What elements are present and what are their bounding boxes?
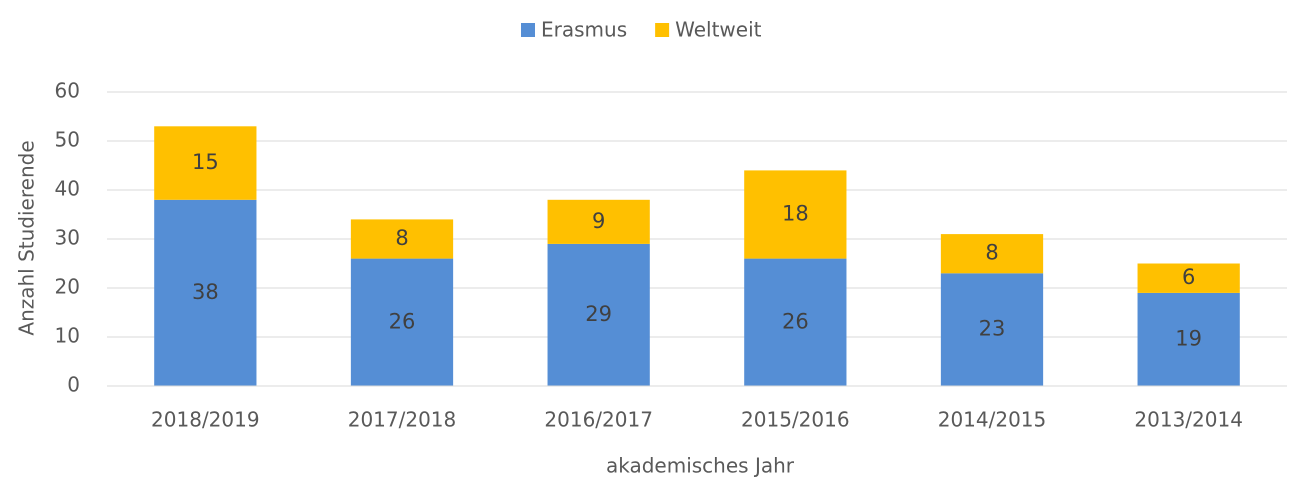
x-tick-label: 2014/2015 — [938, 408, 1047, 432]
y-axis-label: Anzahl Studierende — [15, 140, 39, 335]
data-label: 15 — [192, 150, 219, 174]
x-axis-label: akademisches Jahr — [606, 454, 795, 478]
x-tick-label: 2015/2016 — [741, 408, 850, 432]
data-label: 18 — [782, 202, 809, 226]
bar-segment — [350, 219, 454, 259]
bar-segment — [547, 199, 650, 244]
data-label: 6 — [1182, 265, 1195, 289]
bar-segment — [350, 258, 454, 386]
y-tick-label: 40 — [55, 177, 80, 201]
data-label: 8 — [395, 226, 408, 250]
y-tick-label: 10 — [55, 324, 80, 348]
data-label: 8 — [985, 241, 998, 265]
x-tick-label: 2017/2018 — [348, 408, 457, 432]
bar-segment — [940, 273, 1044, 386]
x-tick-label: 2018/2019 — [151, 408, 260, 432]
bar-segment — [744, 258, 847, 386]
data-label: 26 — [782, 309, 809, 333]
data-label: 38 — [192, 280, 219, 304]
data-label: 26 — [389, 309, 416, 333]
bar-segment — [154, 199, 257, 386]
data-label: 23 — [979, 317, 1006, 341]
x-tick-label: 2013/2014 — [1134, 408, 1243, 432]
y-tick-label: 50 — [55, 128, 80, 152]
data-label: 9 — [592, 209, 605, 233]
y-tick-label: 20 — [55, 275, 80, 299]
y-tick-label: 30 — [55, 226, 80, 250]
bar-segment — [154, 126, 257, 200]
x-tick-label: 2016/2017 — [544, 408, 653, 432]
legend-label: Erasmus — [541, 18, 627, 42]
bar-segment — [744, 170, 847, 259]
y-tick-label: 60 — [55, 79, 80, 103]
legend-label: Weltweit — [675, 18, 762, 42]
bar-segment — [1137, 263, 1240, 293]
bar-segment — [547, 243, 650, 386]
data-label: 19 — [1175, 326, 1202, 350]
bar-segment — [1137, 292, 1240, 386]
y-tick-label: 0 — [67, 373, 80, 397]
legend-swatch — [655, 23, 670, 37]
legend-swatch — [521, 23, 535, 37]
data-label: 29 — [585, 302, 612, 326]
bar-segment — [940, 234, 1044, 274]
